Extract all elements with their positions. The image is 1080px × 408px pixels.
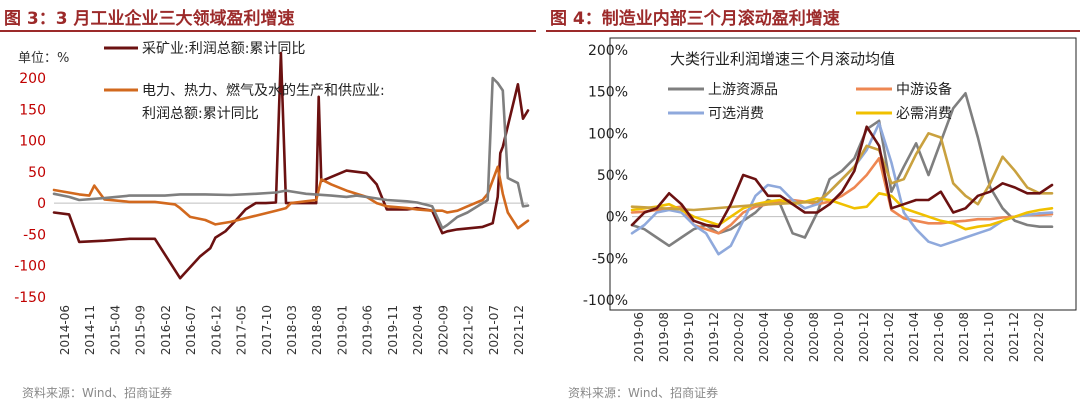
y-tick-label-3: 0 xyxy=(37,196,46,212)
x-tick-label-11: 2019-01 xyxy=(335,305,349,355)
x-tick-label-12: 2019-06 xyxy=(361,305,375,355)
x-tick-label-3: 2019-12 xyxy=(707,312,721,362)
legend-label-upstream: 上游资源品 xyxy=(708,82,778,98)
legend-label-utility-line1: 电力、热力、燃气及水的生产和供应业: xyxy=(142,82,385,99)
x-tick-label-14: 2021-10 xyxy=(982,312,996,362)
y-tick-label-6: 200% xyxy=(588,43,628,59)
y-tick-label-0: -150 xyxy=(14,290,46,306)
y-tick-label-5: 150% xyxy=(588,85,628,101)
series-line-mining xyxy=(52,51,530,280)
y-tick-label-2: -50 xyxy=(23,227,46,243)
x-tick-label-15: 2021-12 xyxy=(1007,312,1021,362)
x-tick-label-4: 2020-02 xyxy=(732,312,746,362)
x-tick-label-2: 2019-10 xyxy=(682,312,696,362)
x-tick-label-7: 2017-05 xyxy=(235,305,249,355)
x-tick-label-17: 2021-07 xyxy=(487,305,501,355)
series-line-special xyxy=(630,132,1054,212)
right-panel: 图 4：制造业内部三个月滚动盈利增速 -100% -50% 0% 50% 100% 150… xyxy=(546,0,1080,408)
x-tick-label-1: 2019-08 xyxy=(657,312,671,362)
x-tick-label-6: 2020-06 xyxy=(782,312,796,362)
x-tick-label-2: 2015-04 xyxy=(108,305,122,355)
left-chart: 单位：% -150 -100 -50 0 50 100 150 200 2014-06 2014-1… xyxy=(14,41,530,355)
right-panel-title: 图 4：制造业内部三个月滚动盈利增速 xyxy=(550,9,840,29)
legend-label-mining: 采矿业:利润总额:累计同比 xyxy=(142,41,305,57)
y-tick-label-3: 50% xyxy=(597,168,628,184)
series-line-midstream xyxy=(630,157,1054,235)
legend-label-midstream: 中游设备 xyxy=(896,81,952,98)
y-tick-label-7: 200 xyxy=(19,71,46,87)
x-tick-label-10: 2021-02 xyxy=(882,312,896,362)
right-title-rule xyxy=(546,30,1080,32)
y-tick-label-1: -50% xyxy=(592,251,628,267)
x-tick-label-10: 2018-08 xyxy=(310,305,324,355)
y-tick-label-5: 100 xyxy=(19,134,46,150)
right-chart: -100% -50% 0% 50% 100% 150% 200% 2019-06 2019-08… xyxy=(583,37,1077,362)
x-tick-label-12: 2021-06 xyxy=(932,312,946,362)
series-line-mining xyxy=(630,125,1054,228)
chart-subtitle: 大类行业利润增速三个月滚动均值 xyxy=(670,50,895,68)
right-source-note: 资料来源：Wind、招商证券 xyxy=(568,386,719,400)
y-tick-label-6: 150 xyxy=(19,102,46,118)
x-tick-label-6: 2016-12 xyxy=(209,305,223,355)
x-tick-label-9: 2018-03 xyxy=(285,305,299,355)
series-line-necessary xyxy=(630,192,1054,231)
x-tick-label-5: 2016-07 xyxy=(184,305,198,355)
plot-frame xyxy=(609,37,1077,311)
y-tick-label-1: -100 xyxy=(14,259,46,275)
x-tick-label-0: 2014-06 xyxy=(58,305,72,355)
y-tick-label-2: 0% xyxy=(606,210,628,226)
x-tick-label-14: 2020-04 xyxy=(411,305,425,355)
left-panel-title: 图 3：3 月工业企业三大领域盈利增速 xyxy=(4,9,295,29)
x-tick-label-16: 2021-02 xyxy=(462,305,476,355)
legend-label-necessary: 必需消费 xyxy=(896,106,952,122)
x-tick-label-16: 2022-02 xyxy=(1032,312,1046,362)
x-tick-label-8: 2020-10 xyxy=(832,312,846,362)
y-tick-label-0: -100% xyxy=(583,293,628,309)
x-tick-label-8: 2017-10 xyxy=(260,305,274,355)
legend-label-optional: 可选消费 xyxy=(708,106,764,122)
series-line-utility xyxy=(52,165,530,230)
x-tick-label-18: 2021-12 xyxy=(512,305,526,355)
left-source-note: 资料来源：Wind、招商证券 xyxy=(22,386,173,400)
x-tick-label-1: 2014-11 xyxy=(83,305,97,355)
left-title-rule xyxy=(0,30,536,32)
series-line-upstream xyxy=(52,76,530,230)
x-tick-label-13: 2019-11 xyxy=(386,305,400,355)
x-tick-label-7: 2020-08 xyxy=(807,312,821,362)
left-panel: 图 3：3 月工业企业三大领域盈利增速 单位：% -150 -100 -50 0 50 10… xyxy=(0,0,536,408)
x-tick-label-0: 2019-06 xyxy=(632,312,646,362)
x-tick-label-11: 2021-04 xyxy=(907,312,921,362)
x-tick-label-3: 2015-09 xyxy=(134,305,148,355)
x-tick-label-9: 2020-12 xyxy=(857,312,871,362)
y-tick-label-4: 50 xyxy=(28,165,46,181)
x-tick-label-15: 2020-09 xyxy=(436,305,450,355)
series-line-optional xyxy=(630,122,1054,256)
unit-label: 单位：% xyxy=(18,51,69,66)
y-tick-label-4: 100% xyxy=(588,126,628,142)
series-line-upstream xyxy=(630,92,1054,248)
legend-label-utility-line2: 利润总额:累计同比 xyxy=(142,106,259,122)
x-tick-label-4: 2016-02 xyxy=(159,305,173,355)
x-tick-label-13: 2021-08 xyxy=(957,312,971,362)
x-tick-label-5: 2020-04 xyxy=(757,312,771,362)
